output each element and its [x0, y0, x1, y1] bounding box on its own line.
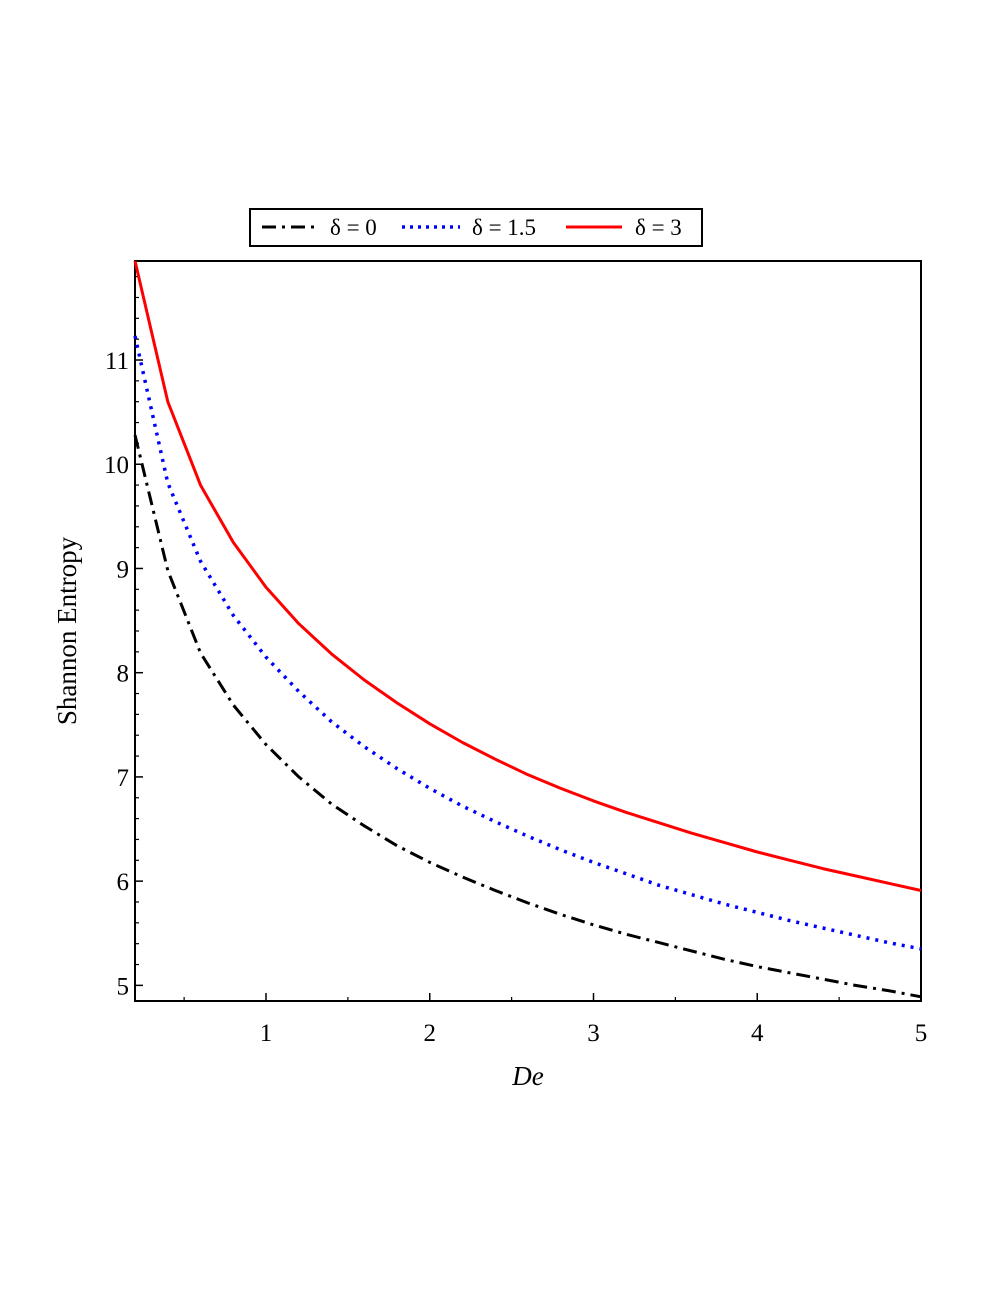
series-line-0 — [133, 434, 922, 999]
legend-label-delta-0: δ = 0 — [330, 215, 377, 240]
y-tick-label: 9 — [117, 556, 130, 583]
y-tick-label: 10 — [104, 452, 129, 479]
y-tick-label: 5 — [117, 973, 130, 1000]
x-tick-label: 5 — [915, 1020, 928, 1047]
x-axis-title: De — [511, 1061, 543, 1091]
legend: δ = 0 δ = 1.5 δ = 3 — [249, 208, 703, 247]
series-layer — [133, 260, 922, 999]
x-tick-label: 2 — [424, 1020, 437, 1047]
y-tick-label: 8 — [117, 661, 130, 688]
legend-label-delta-3: δ = 3 — [635, 215, 682, 240]
y-tick-label: 11 — [105, 348, 129, 375]
legend-label-delta-1-5: δ = 1.5 — [472, 215, 536, 240]
y-axis-title: Shannon Entropy — [52, 536, 82, 725]
y-tick-label: 6 — [117, 869, 130, 896]
x-tick-label: 1 — [260, 1020, 273, 1047]
axis-ticks — [135, 276, 922, 1001]
y-tick-label: 7 — [117, 765, 130, 792]
plot-frame — [134, 260, 922, 1002]
series-line-1 — [133, 335, 922, 951]
series-line-2 — [133, 260, 922, 892]
x-tick-label: 4 — [751, 1020, 764, 1047]
tick-labels: 1 2 3 4 5 5 6 7 8 9 10 11 — [104, 348, 927, 1047]
legend-box — [249, 208, 703, 247]
x-tick-label: 3 — [587, 1020, 600, 1047]
